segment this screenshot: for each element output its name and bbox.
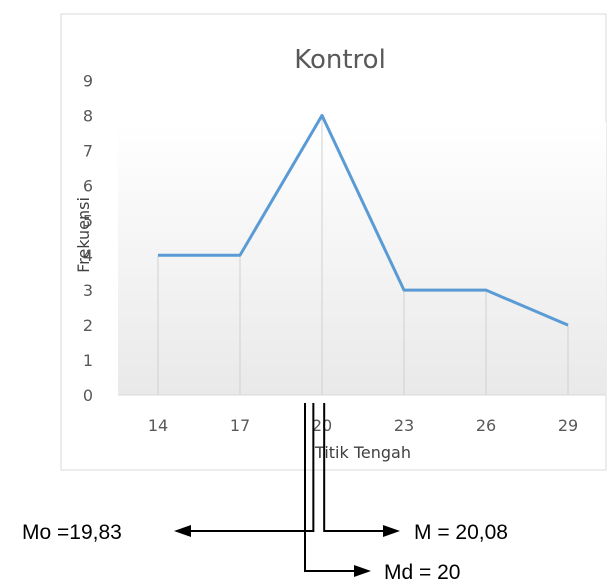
y-tick-label: 7 bbox=[83, 141, 93, 160]
mean-arrow-line bbox=[323, 403, 385, 532]
y-tick-label: 9 bbox=[83, 72, 93, 91]
y-axis-ticks: 0 1 2 3 4 5 6 7 8 9 bbox=[83, 72, 93, 406]
median-arrow-head bbox=[354, 565, 371, 577]
x-axis-ticks: 14 17 20 23 26 29 bbox=[148, 416, 578, 435]
x-tick-label: 20 bbox=[312, 416, 332, 435]
x-tick-label: 14 bbox=[148, 416, 168, 435]
median-arrow-line bbox=[304, 403, 356, 572]
mode-arrow-line bbox=[190, 403, 315, 532]
y-axis-label: Frekuensi bbox=[74, 197, 93, 273]
plot-area bbox=[118, 122, 606, 395]
x-tick-label: 26 bbox=[476, 416, 496, 435]
y-tick-label: 0 bbox=[83, 386, 93, 405]
y-tick-label: 6 bbox=[83, 176, 93, 195]
mode-arrow-head bbox=[174, 525, 191, 537]
drop-lines bbox=[157, 115, 569, 395]
statistics-annotations: Mo =19,83 M = 20,08 Md = 20 bbox=[22, 403, 508, 583]
x-axis-label: Titik Tengah bbox=[314, 443, 411, 462]
mode-label: Mo =19,83 bbox=[22, 521, 122, 544]
chart-title: Kontrol bbox=[294, 45, 386, 75]
mean-arrow-head bbox=[383, 525, 400, 537]
y-tick-label: 1 bbox=[83, 351, 93, 370]
y-tick-label: 4 bbox=[83, 246, 93, 265]
mean-label: M = 20,08 bbox=[414, 521, 508, 544]
x-tick-label: 17 bbox=[230, 416, 250, 435]
series-line bbox=[158, 113, 569, 327]
x-tick-label: 23 bbox=[394, 416, 414, 435]
median-label: Md = 20 bbox=[384, 561, 460, 583]
y-tick-label: 5 bbox=[83, 211, 93, 230]
y-tick-label: 3 bbox=[83, 281, 93, 300]
y-tick-label: 2 bbox=[83, 316, 93, 335]
y-tick-label: 8 bbox=[83, 106, 93, 125]
x-tick-label: 29 bbox=[558, 416, 578, 435]
